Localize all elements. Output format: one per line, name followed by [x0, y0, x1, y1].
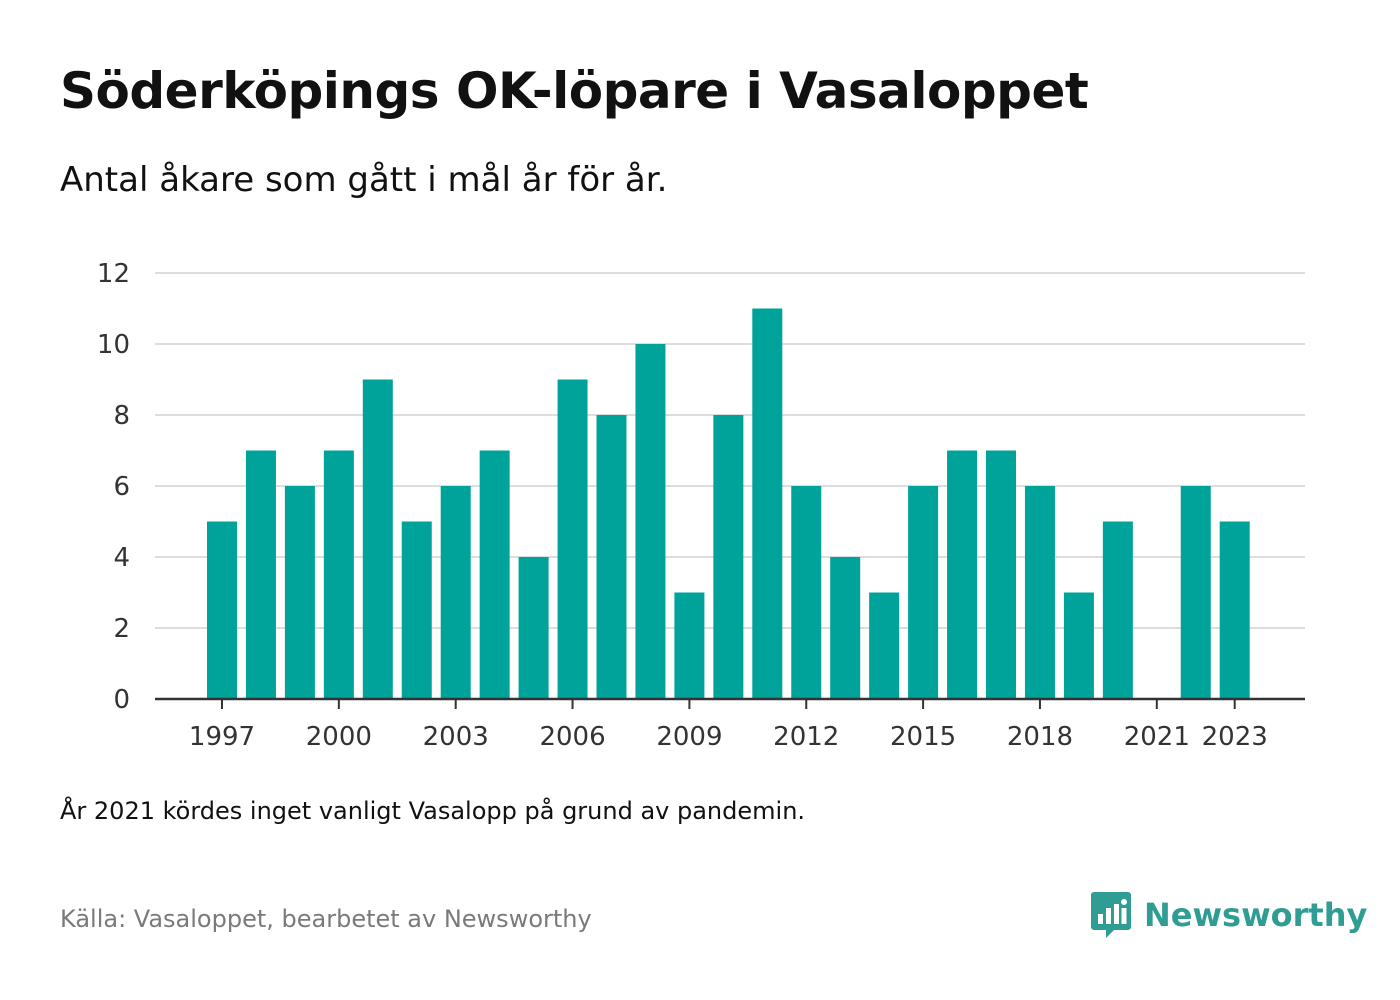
x-tick-label: 2003 — [423, 722, 489, 752]
x-tick-label: 2006 — [539, 722, 605, 752]
bar-2011 — [752, 308, 783, 699]
bar-2009 — [674, 592, 705, 699]
y-tick-label: 2 — [113, 614, 130, 644]
bar-2004 — [479, 450, 510, 699]
bar-chart: 0 2 4 6 8 10 12 1997 2000 2003 2006 2009 2012 2015 201… — [97, 259, 1305, 752]
bar-2023 — [1219, 521, 1250, 699]
bar-2014 — [869, 592, 900, 699]
y-tick-label: 6 — [113, 472, 130, 502]
y-tick-label: 8 — [113, 401, 130, 431]
chart-note: År 2021 kördes inget vanligt Vasalopp på… — [60, 797, 806, 825]
x-tick-label: 2012 — [773, 722, 839, 752]
y-tick-label: 4 — [113, 543, 130, 573]
axes: 0 2 4 6 8 10 12 1997 2000 2003 2006 2009 2012 2015 201… — [97, 259, 1305, 752]
bar-2001 — [362, 379, 393, 699]
bar-2006 — [557, 379, 588, 699]
newsworthy-logo-icon — [1091, 892, 1131, 938]
x-tick-label: 2023 — [1202, 722, 1268, 752]
bar-2019 — [1063, 592, 1094, 699]
bar-2007 — [596, 415, 627, 699]
bar-2010 — [713, 415, 744, 699]
chart-title: Söderköpings OK-löpare i Vasaloppet — [60, 62, 1089, 120]
x-tick-label: 2015 — [890, 722, 956, 752]
y-tick-label: 0 — [113, 685, 130, 715]
bar-2002 — [401, 521, 432, 699]
bar-2020 — [1102, 521, 1133, 699]
x-tick-label: 2018 — [1007, 722, 1073, 752]
bar-2003 — [440, 486, 471, 699]
bar-2017 — [986, 450, 1016, 699]
chart-subtitle: Antal åkare som gått i mål år för år. — [60, 160, 668, 200]
bar-2015 — [908, 486, 939, 699]
bar-2005 — [518, 557, 549, 699]
x-tick-label: 2021 — [1124, 722, 1190, 752]
bar-1999 — [284, 486, 315, 699]
brand-logo[interactable]: Newsworthy — [1090, 890, 1367, 940]
bar-2022 — [1180, 486, 1211, 699]
x-tick-label: 2000 — [306, 722, 372, 752]
x-tick-label: 1997 — [189, 722, 255, 752]
bar-2018 — [1024, 486, 1055, 699]
source-text: Källa: Vasaloppet, bearbetet av Newswort… — [60, 905, 592, 933]
bar-1997 — [207, 521, 237, 699]
bar-2000 — [323, 450, 354, 699]
x-tick-label: 2009 — [656, 722, 722, 752]
y-tick-label: 12 — [97, 259, 130, 289]
bars — [207, 308, 1250, 699]
brand-name: Newsworthy — [1144, 896, 1368, 934]
bar-2016 — [947, 450, 978, 699]
bar-2008 — [635, 344, 666, 699]
bar-2013 — [830, 557, 861, 699]
bar-2012 — [791, 486, 822, 699]
y-tick-label: 10 — [97, 330, 130, 360]
bar-1998 — [245, 450, 276, 699]
